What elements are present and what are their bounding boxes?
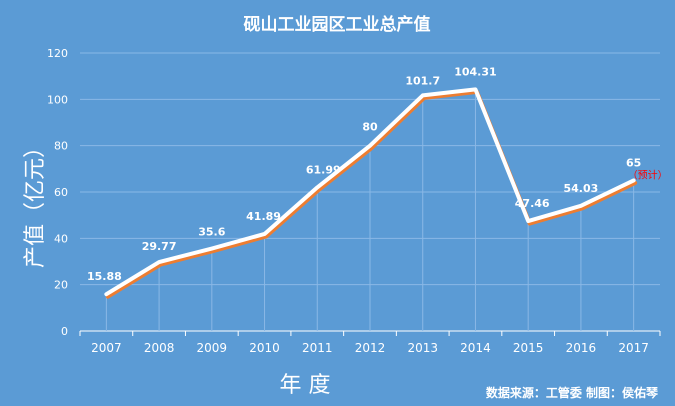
data-label: 35.6 [198, 226, 225, 239]
y-tick-label: 100 [47, 93, 68, 106]
x-axis-label: 年 度 [280, 373, 331, 398]
data-label: 54.03 [564, 182, 599, 195]
y-tick-label: 60 [54, 186, 68, 199]
y-tick-label: 40 [54, 232, 68, 245]
data-label: 80 [362, 121, 378, 134]
series-line-shadow [105, 89, 638, 299]
x-tick-label: 2013 [407, 341, 438, 355]
x-tick-label: 2010 [249, 341, 280, 355]
series-line [104, 87, 636, 297]
y-tick-label: 80 [54, 140, 68, 153]
x-tick-label: 2007 [91, 341, 122, 355]
x-tick-label: 2011 [302, 341, 333, 355]
x-tick-label: 2016 [566, 341, 597, 355]
data-label: 15.88 [87, 270, 122, 283]
x-tick-label: 2008 [144, 341, 175, 355]
data-label: 104.31 [454, 65, 496, 78]
forecast-annotation: （预计） [628, 168, 668, 181]
x-tick-label: 2017 [618, 341, 649, 355]
y-axis-label: 产值（亿元） [23, 136, 48, 268]
data-label: 47.46 [515, 197, 550, 210]
data-label: 29.77 [142, 240, 177, 253]
data-label: 61.99 [306, 163, 341, 176]
data-label: 65 [626, 156, 641, 169]
y-tick-label: 120 [47, 47, 68, 60]
x-tick-label: 2015 [513, 341, 544, 355]
x-tick-label: 2014 [460, 341, 491, 355]
data-label: 101.7 [405, 74, 440, 87]
x-tick-label: 2009 [197, 341, 228, 355]
chart-title: 砚山工业园区工业总产值 [244, 14, 431, 35]
y-tick-label: 20 [54, 279, 68, 292]
source-credit: 数据来源：工管委 制图：侯佑琴 [486, 385, 659, 400]
data-label: 41.89 [246, 210, 281, 223]
y-tick-label: 0 [61, 325, 68, 338]
x-tick-label: 2012 [355, 341, 386, 355]
